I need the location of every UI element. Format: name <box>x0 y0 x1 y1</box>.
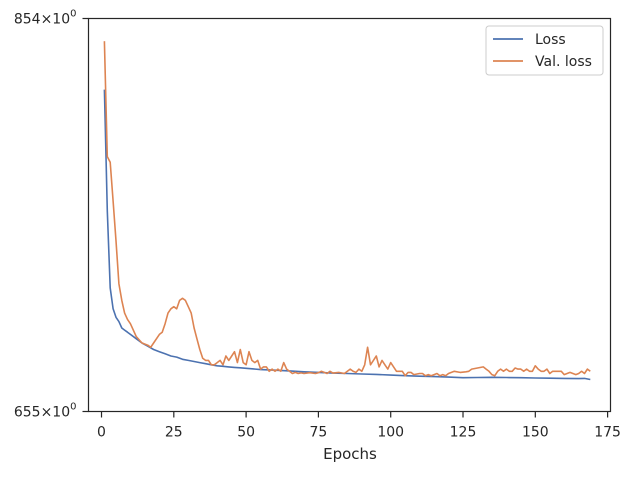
x-tick-label: 150 <box>522 425 549 441</box>
y-tick-label: 854×100 <box>14 9 77 28</box>
legend: Loss Val. loss <box>485 25 604 76</box>
x-axis-label: Epochs <box>323 445 377 463</box>
x-tick-label: 175 <box>594 425 621 441</box>
plot-frame <box>87 17 612 413</box>
ticks: 0 25 50 75 100 125 150 175 854×100 655×100 <box>14 9 621 441</box>
plot-lines <box>103 41 591 381</box>
x-tick-label: 125 <box>450 425 477 441</box>
legend-label: Loss <box>535 32 566 48</box>
x-tick-label: 25 <box>165 425 183 441</box>
legend-label: Val. loss <box>535 54 592 70</box>
x-tick-label: 75 <box>309 425 327 441</box>
x-tick-label: 50 <box>237 425 255 441</box>
x-tick-label: 100 <box>377 425 404 441</box>
series-line-loss <box>103 89 591 381</box>
series-line-val-loss <box>103 41 591 377</box>
y-tick-label: 655×100 <box>14 402 77 421</box>
x-tick-label: 0 <box>97 425 106 441</box>
